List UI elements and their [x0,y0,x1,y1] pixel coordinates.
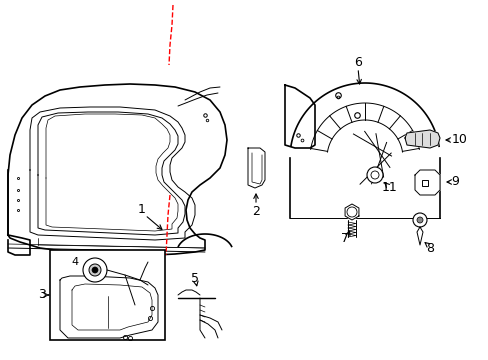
Bar [50,250,164,340]
Text: 7: 7 [340,231,348,244]
Circle shape [416,217,422,223]
Text: 11: 11 [381,181,397,194]
Text: 5: 5 [191,271,199,284]
Text: 1: 1 [138,203,145,216]
Polygon shape [60,276,158,338]
Circle shape [83,258,107,282]
Polygon shape [30,107,195,240]
Text: 4: 4 [71,257,79,267]
Text: 6: 6 [353,55,361,68]
Circle shape [412,213,426,227]
Circle shape [366,167,382,183]
Text: 3: 3 [38,288,46,301]
Polygon shape [404,130,439,148]
Text: 9: 9 [450,175,458,189]
Polygon shape [247,148,264,188]
Polygon shape [8,84,226,255]
Text: 8: 8 [425,242,433,255]
Text: 2: 2 [251,206,260,219]
Circle shape [92,267,98,273]
Polygon shape [345,204,358,220]
Polygon shape [414,170,439,195]
Polygon shape [285,85,314,148]
Text: 10: 10 [451,134,467,147]
Circle shape [89,264,101,276]
